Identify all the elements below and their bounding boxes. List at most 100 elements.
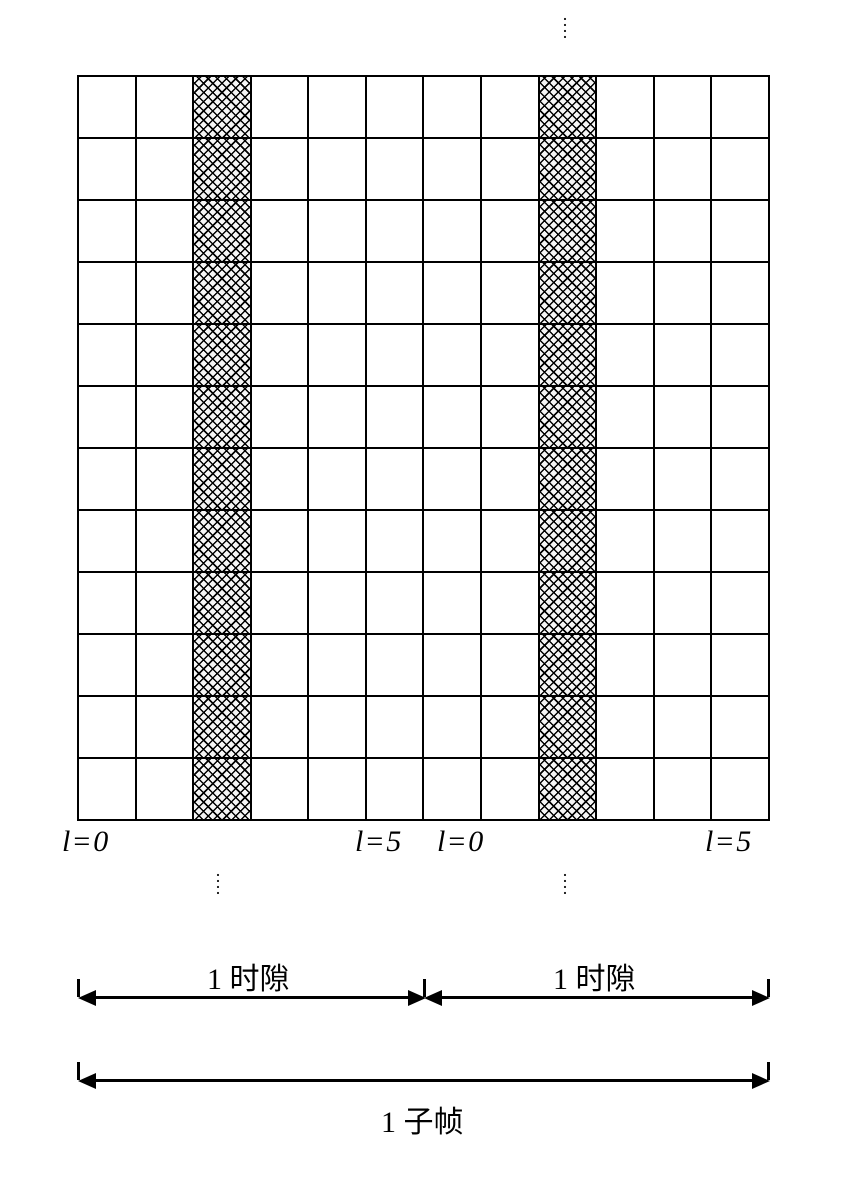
grid-cell [481,324,539,386]
grid-cell [596,572,654,634]
subframe-arrow-line [90,1079,758,1082]
grid-cell [539,448,597,510]
grid-cell [596,634,654,696]
grid-cell [481,138,539,200]
grid-cell [711,76,769,138]
subframe-label: 1 子帧 [381,1097,464,1141]
grid-cell [539,138,597,200]
grid-cell [711,696,769,758]
grid-cell [136,634,194,696]
grid-cell [366,200,424,262]
grid-cell [539,200,597,262]
axis-var: l [355,825,363,858]
grid-cell [654,696,712,758]
grid-cell [78,758,136,820]
grid-cell [251,572,309,634]
grid-cell [711,572,769,634]
axis-val: 0 [93,825,108,858]
grid-cell [423,448,481,510]
grid-cell [308,262,366,324]
grid-cell [481,76,539,138]
grid-cell [711,758,769,820]
grid-cell [423,758,481,820]
grid-cell [78,696,136,758]
grid-cell [366,572,424,634]
grid-cell [251,634,309,696]
grid-cell [78,510,136,572]
grid-cell [711,262,769,324]
grid-cell [78,324,136,386]
arrow-right-icon [752,990,770,1006]
grid-cell [136,510,194,572]
grid-cell [308,76,366,138]
grid-cell [539,758,597,820]
axis-label-l5-right: l=5 [705,825,751,859]
grid-cell [193,572,251,634]
grid-cell [366,696,424,758]
grid-cell [193,138,251,200]
grid-cell [78,386,136,448]
grid-cell [78,76,136,138]
grid-cell [654,758,712,820]
grid-cell [423,262,481,324]
grid-cell [596,448,654,510]
grid-cell [423,386,481,448]
grid-cell [193,634,251,696]
grid-cell [654,138,712,200]
grid-cell [251,200,309,262]
grid-cell [308,510,366,572]
grid-cell [711,138,769,200]
grid-cell [251,448,309,510]
grid-cell [136,138,194,200]
grid-cell [366,510,424,572]
axis-val: 0 [468,825,483,858]
grid-cell [251,76,309,138]
grid-cell [539,696,597,758]
grid-cell [251,696,309,758]
grid-cell [193,262,251,324]
grid-cell [711,634,769,696]
grid-cell [481,634,539,696]
grid-table [77,75,770,821]
grid-cell [711,386,769,448]
grid-cell [136,262,194,324]
grid-cell [596,324,654,386]
grid-cell [193,510,251,572]
grid-cell [136,696,194,758]
axis-eq: = [73,825,90,858]
grid-cell [596,138,654,200]
grid-cell [654,76,712,138]
grid-cell [136,76,194,138]
grid-cell [539,324,597,386]
grid-cell [308,138,366,200]
grid-cell [193,448,251,510]
grid-cell [423,696,481,758]
grid-cell [193,386,251,448]
axis-val: 5 [736,825,751,858]
grid-cell [308,386,366,448]
grid-cell [596,386,654,448]
grid-cell [366,758,424,820]
axis-var: l [62,825,70,858]
grid-cell [423,200,481,262]
grid-cell [308,696,366,758]
grid-cell [308,200,366,262]
grid-cell [136,386,194,448]
grid-cell [136,200,194,262]
grid-cell [481,200,539,262]
grid-cell [654,262,712,324]
grid-cell [423,572,481,634]
grid-cell [481,758,539,820]
grid-cell [308,448,366,510]
arrow-right-icon [752,1073,770,1089]
grid-cell [481,386,539,448]
grid-cell [539,634,597,696]
resource-grid [77,75,770,821]
grid-cell [366,76,424,138]
grid-cell [78,634,136,696]
grid-cell [481,510,539,572]
grid-cell [423,138,481,200]
grid-cell [711,324,769,386]
grid-cell [78,200,136,262]
grid-cell [481,262,539,324]
